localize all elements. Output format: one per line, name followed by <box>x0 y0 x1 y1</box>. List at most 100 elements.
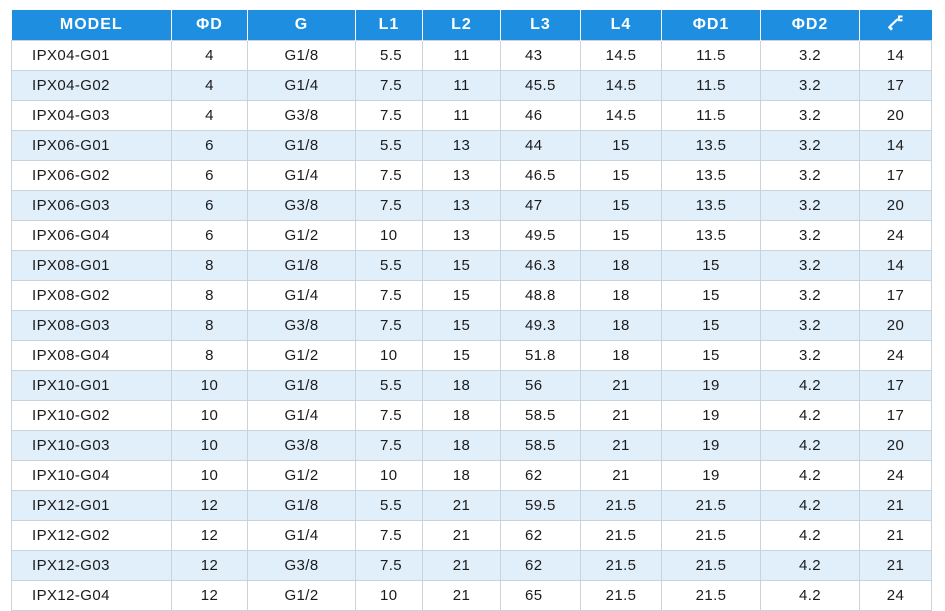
cell-g: G3/8 <box>247 550 356 581</box>
cell-g: G1/2 <box>247 460 356 491</box>
cell-d2: 3.2 <box>760 40 860 71</box>
cell-d: 12 <box>171 520 248 551</box>
table-row: IPX04-G01 4 G1/8 5.5 11 43 14.5 11.5 3.2 14 <box>11 40 932 71</box>
cell-d1: 11.5 <box>661 40 761 71</box>
cell-d: 6 <box>171 130 248 161</box>
cell-model: IPX08-G04 <box>11 340 172 371</box>
cell-l3: 51.8 <box>500 340 581 371</box>
cell-d: 6 <box>171 190 248 221</box>
cell-l3: 44 <box>500 130 581 161</box>
cell-l3: 62 <box>500 550 581 581</box>
cell-wrench: 21 <box>859 520 932 551</box>
table-row: IPX08-G04 8 G1/2 10 15 51.8 18 15 3.2 24 <box>11 340 932 371</box>
cell-d1: 19 <box>661 460 761 491</box>
cell-d2: 3.2 <box>760 190 860 221</box>
cell-g: G3/8 <box>247 100 356 131</box>
cell-g: G1/8 <box>247 130 356 161</box>
cell-l2: 21 <box>422 520 501 551</box>
wrench-icon <box>887 14 905 37</box>
cell-l3: 49.3 <box>500 310 581 341</box>
cell-model: IPX06-G04 <box>11 220 172 251</box>
cell-l1: 7.5 <box>355 160 423 191</box>
table-row: IPX06-G03 6 G3/8 7.5 13 47 15 13.5 3.2 20 <box>11 190 932 221</box>
cell-wrench: 17 <box>859 400 932 431</box>
table-row: IPX04-G03 4 G3/8 7.5 11 46 14.5 11.5 3.2 20 <box>11 100 932 131</box>
cell-l1: 10 <box>355 340 423 371</box>
cell-l2: 15 <box>422 280 501 311</box>
cell-model: IPX10-G02 <box>11 400 172 431</box>
cell-g: G1/4 <box>247 520 356 551</box>
cell-model: IPX08-G02 <box>11 280 172 311</box>
cell-l2: 13 <box>422 220 501 251</box>
cell-d2: 4.2 <box>760 370 860 401</box>
cell-d1: 13.5 <box>661 130 761 161</box>
cell-l3: 47 <box>500 190 581 221</box>
cell-wrench: 21 <box>859 490 932 521</box>
cell-l4: 21.5 <box>580 520 662 551</box>
table-row: IPX06-G04 6 G1/2 10 13 49.5 15 13.5 3.2 24 <box>11 220 932 251</box>
cell-l2: 21 <box>422 550 501 581</box>
cell-l1: 10 <box>355 220 423 251</box>
cell-l4: 18 <box>580 250 662 281</box>
cell-d1: 21.5 <box>661 520 761 551</box>
cell-l2: 18 <box>422 400 501 431</box>
cell-wrench: 20 <box>859 430 932 461</box>
cell-d1: 21.5 <box>661 490 761 521</box>
cell-wrench: 17 <box>859 70 932 101</box>
col-header-wrench <box>859 10 932 41</box>
cell-model: IPX12-G02 <box>11 520 172 551</box>
cell-l1: 7.5 <box>355 310 423 341</box>
cell-d1: 13.5 <box>661 190 761 221</box>
cell-l1: 7.5 <box>355 280 423 311</box>
cell-l4: 21 <box>580 430 662 461</box>
cell-g: G1/4 <box>247 160 356 191</box>
spec-table: MODEL ΦD G L1 L2 L3 L4 ΦD1 ΦD2 IPX04-G01… <box>11 10 932 611</box>
table-body: IPX04-G01 4 G1/8 5.5 11 43 14.5 11.5 3.2 14 IPX04-… <box>11 40 932 611</box>
cell-d: 10 <box>171 400 248 431</box>
cell-l1: 7.5 <box>355 100 423 131</box>
cell-d: 10 <box>171 370 248 401</box>
cell-model: IPX10-G04 <box>11 460 172 491</box>
cell-d: 8 <box>171 250 248 281</box>
col-header-l4: L4 <box>580 10 662 41</box>
cell-l1: 5.5 <box>355 490 423 521</box>
cell-d1: 19 <box>661 430 761 461</box>
cell-l1: 10 <box>355 580 423 611</box>
table-row: IPX10-G02 10 G1/4 7.5 18 58.5 21 19 4.2 17 <box>11 400 932 431</box>
cell-d2: 3.2 <box>760 220 860 251</box>
cell-l2: 15 <box>422 340 501 371</box>
cell-model: IPX08-G03 <box>11 310 172 341</box>
cell-l2: 11 <box>422 100 501 131</box>
table-row: IPX04-G02 4 G1/4 7.5 11 45.5 14.5 11.5 3.2 17 <box>11 70 932 101</box>
cell-l1: 7.5 <box>355 190 423 221</box>
cell-d1: 15 <box>661 340 761 371</box>
cell-l3: 43 <box>500 40 581 71</box>
cell-g: G1/2 <box>247 340 356 371</box>
cell-wrench: 20 <box>859 310 932 341</box>
cell-g: G3/8 <box>247 310 356 341</box>
header-row: MODEL ΦD G L1 L2 L3 L4 ΦD1 ΦD2 <box>11 10 932 41</box>
cell-model: IPX06-G01 <box>11 130 172 161</box>
cell-model: IPX04-G02 <box>11 70 172 101</box>
cell-l4: 21.5 <box>580 580 662 611</box>
cell-l1: 7.5 <box>355 550 423 581</box>
cell-l2: 15 <box>422 310 501 341</box>
table-row: IPX08-G02 8 G1/4 7.5 15 48.8 18 15 3.2 17 <box>11 280 932 311</box>
cell-l1: 7.5 <box>355 400 423 431</box>
cell-l4: 21.5 <box>580 490 662 521</box>
col-header-g: G <box>247 10 356 41</box>
cell-d2: 4.2 <box>760 520 860 551</box>
cell-l2: 11 <box>422 40 501 71</box>
cell-d: 6 <box>171 220 248 251</box>
cell-d1: 15 <box>661 280 761 311</box>
cell-model: IPX04-G03 <box>11 100 172 131</box>
cell-d: 12 <box>171 550 248 581</box>
cell-d: 4 <box>171 70 248 101</box>
cell-d: 6 <box>171 160 248 191</box>
table-row: IPX10-G03 10 G3/8 7.5 18 58.5 21 19 4.2 20 <box>11 430 932 461</box>
col-header-d2: ΦD2 <box>760 10 860 41</box>
cell-wrench: 20 <box>859 190 932 221</box>
cell-g: G1/8 <box>247 250 356 281</box>
cell-d: 12 <box>171 490 248 521</box>
table-row: IPX08-G03 8 G3/8 7.5 15 49.3 18 15 3.2 20 <box>11 310 932 341</box>
